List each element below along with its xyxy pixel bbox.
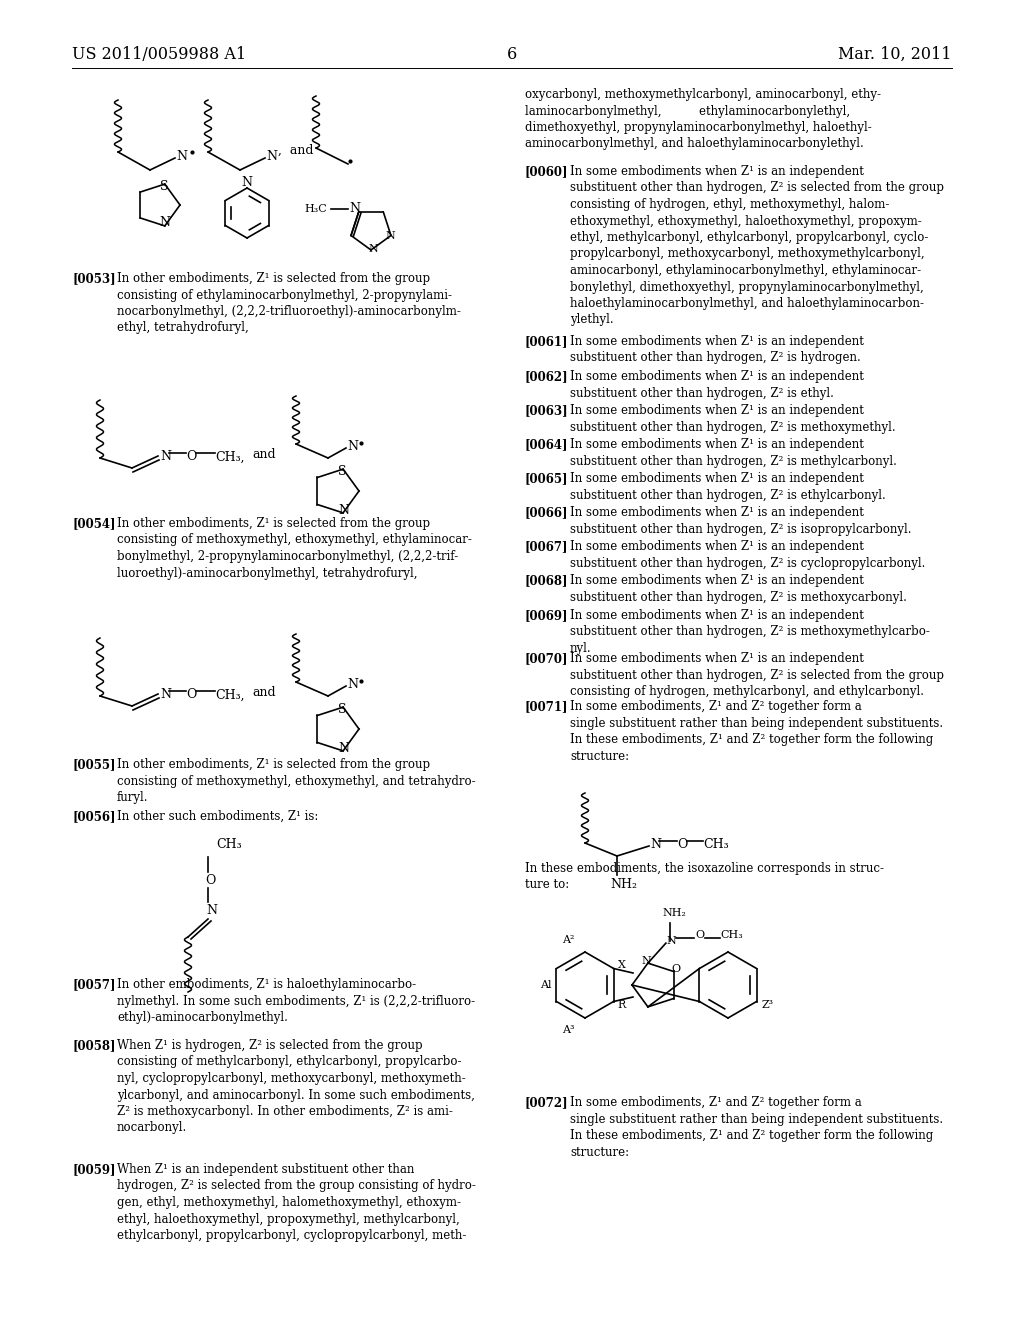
Text: N: N — [667, 936, 677, 946]
Text: CH₃: CH₃ — [216, 837, 242, 850]
Text: [0060]: [0060] — [525, 165, 568, 178]
Text: In other embodiments, Z¹ is selected from the group
consisting of ethylaminocarb: In other embodiments, Z¹ is selected fro… — [117, 272, 461, 334]
Text: In other embodiments, Z¹ is selected from the group
consisting of methoxymethyl,: In other embodiments, Z¹ is selected fro… — [117, 758, 475, 804]
Text: [0070]: [0070] — [525, 652, 568, 665]
Text: In some embodiments when Z¹ is an independent
substituent other than hydrogen, Z: In some embodiments when Z¹ is an indepe… — [570, 540, 926, 569]
Text: S: S — [160, 180, 168, 193]
Text: In some embodiments when Z¹ is an independent
substituent other than hydrogen, Z: In some embodiments when Z¹ is an indepe… — [570, 438, 897, 467]
Text: N: N — [160, 450, 171, 463]
Text: [0059]: [0059] — [72, 1163, 116, 1176]
Text: O: O — [186, 689, 197, 701]
Text: Mar. 10, 2011: Mar. 10, 2011 — [839, 46, 952, 63]
Text: NH₂: NH₂ — [610, 879, 637, 891]
Text: [0071]: [0071] — [525, 700, 568, 713]
Text: [0055]: [0055] — [72, 758, 116, 771]
Text: oxycarbonyl, methoxymethylcarbonyl, aminocarbonyl, ethy-
laminocarbonylmethyl,  : oxycarbonyl, methoxymethylcarbonyl, amin… — [525, 88, 881, 150]
Text: CH₃,: CH₃, — [215, 689, 245, 701]
Text: R: R — [617, 1001, 626, 1011]
Text: O: O — [186, 450, 197, 463]
Text: 6: 6 — [507, 46, 517, 63]
Text: [0064]: [0064] — [525, 438, 568, 451]
Text: CH₃,: CH₃, — [215, 450, 245, 463]
Text: and: and — [252, 686, 275, 700]
Text: [0057]: [0057] — [72, 978, 116, 991]
Text: In some embodiments when Z¹ is an independent
substituent other than hydrogen, Z: In some embodiments when Z¹ is an indepe… — [570, 652, 944, 698]
Text: In some embodiments when Z¹ is an independent
substituent other than hydrogen, Z: In some embodiments when Z¹ is an indepe… — [570, 609, 930, 655]
Text: N: N — [339, 742, 349, 755]
Text: N: N — [347, 440, 358, 453]
Text: S: S — [338, 702, 346, 715]
Text: In other such embodiments, Z¹ is:: In other such embodiments, Z¹ is: — [117, 810, 318, 822]
Text: [0058]: [0058] — [72, 1039, 116, 1052]
Text: [0053]: [0053] — [72, 272, 116, 285]
Text: N: N — [650, 837, 662, 850]
Text: O: O — [205, 874, 215, 887]
Text: N: N — [160, 216, 170, 230]
Text: Al: Al — [540, 979, 552, 990]
Text: S: S — [338, 465, 346, 478]
Text: In some embodiments when Z¹ is an independent
substituent other than hydrogen, Z: In some embodiments when Z¹ is an indepe… — [570, 370, 864, 400]
Text: [0065]: [0065] — [525, 473, 568, 484]
Text: A³: A³ — [562, 1026, 574, 1035]
Text: ,  and: , and — [278, 144, 313, 157]
Text: N: N — [206, 903, 217, 916]
Text: When Z¹ is hydrogen, Z² is selected from the group
consisting of methylcarbonyl,: When Z¹ is hydrogen, Z² is selected from… — [117, 1039, 475, 1134]
Text: [0072]: [0072] — [525, 1096, 568, 1109]
Text: US 2011/0059988 A1: US 2011/0059988 A1 — [72, 46, 246, 63]
Text: In some embodiments when Z¹ is an independent
substituent other than hydrogen, Z: In some embodiments when Z¹ is an indepe… — [570, 165, 944, 326]
Text: In some embodiments when Z¹ is an independent
substituent other than hydrogen, Z: In some embodiments when Z¹ is an indepe… — [570, 574, 907, 603]
Text: N: N — [339, 504, 349, 517]
Text: N: N — [385, 231, 395, 242]
Text: N: N — [176, 149, 187, 162]
Text: N: N — [368, 244, 378, 253]
Text: A²: A² — [562, 935, 574, 945]
Text: H₃C: H₃C — [304, 205, 327, 214]
Text: [0067]: [0067] — [525, 540, 568, 553]
Text: In some embodiments, Z¹ and Z² together form a
single substituent rather than be: In some embodiments, Z¹ and Z² together … — [570, 700, 943, 763]
Text: O: O — [671, 965, 680, 974]
Text: [0061]: [0061] — [525, 335, 568, 348]
Text: CH₃: CH₃ — [720, 931, 742, 940]
Text: [0054]: [0054] — [72, 517, 116, 531]
Text: In some embodiments when Z¹ is an independent
substituent other than hydrogen, Z: In some embodiments when Z¹ is an indepe… — [570, 506, 911, 536]
Text: In other embodiments, Z¹ is selected from the group
consisting of methoxymethyl,: In other embodiments, Z¹ is selected fro… — [117, 517, 472, 579]
Text: In some embodiments when Z¹ is an independent
substituent other than hydrogen, Z: In some embodiments when Z¹ is an indepe… — [570, 473, 886, 502]
Text: [0062]: [0062] — [525, 370, 568, 383]
Text: O: O — [677, 838, 687, 851]
Text: [0063]: [0063] — [525, 404, 568, 417]
Text: N: N — [160, 689, 171, 701]
Text: In these embodiments, the isoxazoline corresponds in struc-
ture to:: In these embodiments, the isoxazoline co… — [525, 862, 884, 891]
Text: When Z¹ is an independent substituent other than
hydrogen, Z² is selected from t: When Z¹ is an independent substituent ot… — [117, 1163, 476, 1242]
Text: In some embodiments when Z¹ is an independent
substituent other than hydrogen, Z: In some embodiments when Z¹ is an indepe… — [570, 404, 896, 433]
Text: [0056]: [0056] — [72, 810, 116, 822]
Text: In some embodiments when Z¹ is an independent
substituent other than hydrogen, Z: In some embodiments when Z¹ is an indepe… — [570, 335, 864, 364]
Text: N: N — [347, 677, 358, 690]
Text: N: N — [641, 956, 651, 966]
Text: Z³: Z³ — [762, 999, 774, 1010]
Text: [0068]: [0068] — [525, 574, 568, 587]
Text: N: N — [266, 149, 278, 162]
Text: CH₃: CH₃ — [703, 838, 729, 851]
Text: and: and — [252, 449, 275, 462]
Text: N: N — [242, 177, 253, 190]
Text: [0069]: [0069] — [525, 609, 568, 622]
Text: O: O — [695, 931, 705, 940]
Text: X: X — [617, 960, 626, 969]
Text: In some embodiments, Z¹ and Z² together form a
single substituent rather than be: In some embodiments, Z¹ and Z² together … — [570, 1096, 943, 1159]
Text: In other embodiments, Z¹ is haloethylaminocarbo-
nylmethyl. In some such embodim: In other embodiments, Z¹ is haloethylami… — [117, 978, 475, 1024]
Text: NH₂: NH₂ — [663, 908, 687, 919]
Text: [0066]: [0066] — [525, 506, 568, 519]
Text: N: N — [349, 202, 360, 215]
